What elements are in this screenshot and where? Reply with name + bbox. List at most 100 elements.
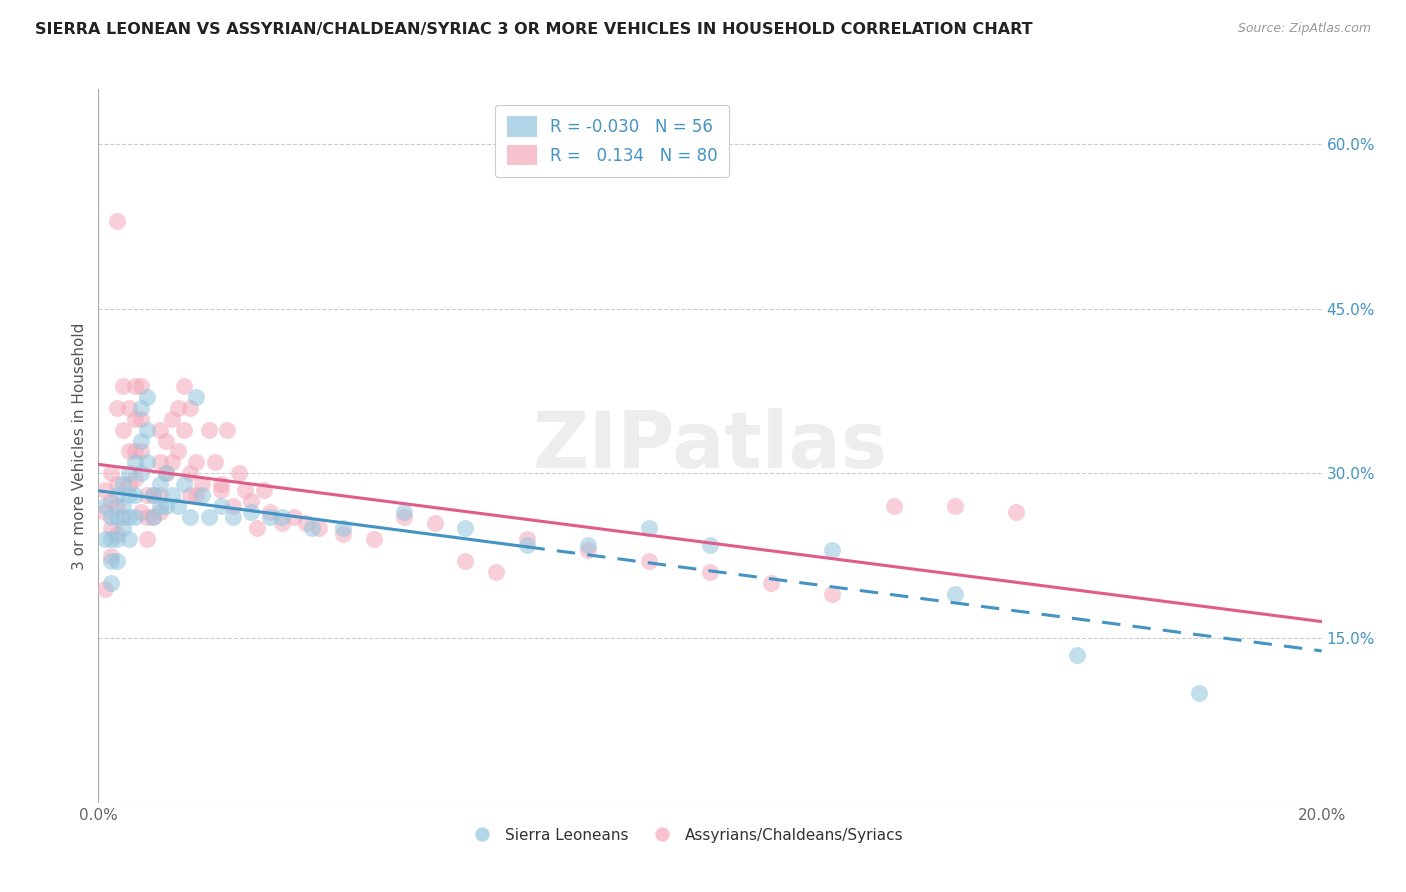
Point (100, 510, 122, 524)
Point (105, 500, 128, 514)
Point (270, 510, 292, 524)
Point (270, 516, 292, 530)
Point (149, 477, 172, 491)
Point (105, 533, 128, 547)
Point (699, 538, 721, 552)
Point (209, 477, 232, 491)
Point (576, 538, 599, 552)
Point (943, 500, 966, 514)
Point (363, 533, 385, 547)
Point (209, 483, 232, 497)
Point (215, 423, 238, 437)
Point (1004, 505, 1026, 519)
Point (129, 444, 152, 458)
Point (179, 467, 201, 481)
Point (111, 510, 134, 524)
Point (124, 378, 146, 392)
Point (100, 554, 122, 568)
Point (1066, 648, 1088, 662)
Point (821, 543, 844, 558)
Y-axis label: 3 or more Vehicles in Household: 3 or more Vehicles in Household (72, 322, 87, 570)
Point (142, 510, 165, 524)
Point (197, 423, 219, 437)
Point (246, 521, 269, 535)
Point (308, 521, 330, 535)
Point (129, 411, 152, 425)
Point (943, 587, 966, 601)
Point (332, 521, 354, 535)
Point (222, 510, 245, 524)
Point (93, 582, 115, 596)
Point (149, 500, 172, 514)
Point (392, 505, 416, 519)
Point (240, 494, 263, 508)
Point (118, 467, 141, 481)
Point (149, 423, 172, 437)
Point (136, 423, 159, 437)
Point (124, 510, 146, 524)
Point (186, 455, 208, 469)
Point (100, 533, 122, 547)
Point (136, 488, 159, 502)
Point (259, 510, 281, 524)
Point (105, 510, 128, 524)
Point (173, 378, 195, 392)
Point (516, 538, 538, 552)
Point (222, 500, 245, 514)
Point (167, 500, 190, 514)
Point (111, 423, 134, 437)
Point (759, 576, 782, 591)
Point (332, 526, 354, 541)
Point (160, 455, 183, 469)
Point (637, 521, 661, 535)
Point (301, 521, 323, 535)
Point (100, 549, 122, 563)
Point (111, 521, 134, 535)
Point (118, 533, 141, 547)
Point (136, 455, 159, 469)
Point (179, 488, 201, 502)
Point (142, 510, 165, 524)
Point (118, 510, 141, 524)
Point (105, 488, 128, 502)
Point (118, 488, 141, 502)
Point (173, 477, 195, 491)
Point (155, 500, 177, 514)
Point (191, 488, 214, 502)
Point (155, 467, 177, 481)
Point (423, 516, 446, 530)
Point (186, 390, 208, 404)
Point (191, 477, 214, 491)
Point (295, 516, 318, 530)
Point (111, 477, 134, 491)
Point (105, 477, 128, 491)
Point (129, 434, 152, 448)
Point (100, 576, 122, 591)
Point (699, 566, 721, 580)
Point (93, 500, 115, 514)
Point (167, 401, 190, 415)
Point (118, 401, 141, 415)
Point (93, 533, 115, 547)
Point (118, 477, 141, 491)
Point (105, 554, 128, 568)
Point (93, 505, 115, 519)
Point (136, 533, 159, 547)
Point (233, 483, 256, 497)
Point (136, 390, 159, 404)
Point (173, 423, 195, 437)
Point (485, 566, 508, 580)
Point (179, 510, 201, 524)
Point (129, 378, 152, 392)
Point (124, 488, 146, 502)
Point (1188, 686, 1211, 700)
Point (100, 521, 122, 535)
Text: SIERRA LEONEAN VS ASSYRIAN/CHALDEAN/SYRIAC 3 OR MORE VEHICLES IN HOUSEHOLD CORRE: SIERRA LEONEAN VS ASSYRIAN/CHALDEAN/SYRI… (35, 22, 1033, 37)
Point (105, 526, 128, 541)
Point (93, 483, 115, 497)
Point (240, 505, 263, 519)
Point (155, 467, 177, 481)
Point (105, 214, 128, 228)
Point (197, 510, 219, 524)
Point (124, 444, 146, 458)
